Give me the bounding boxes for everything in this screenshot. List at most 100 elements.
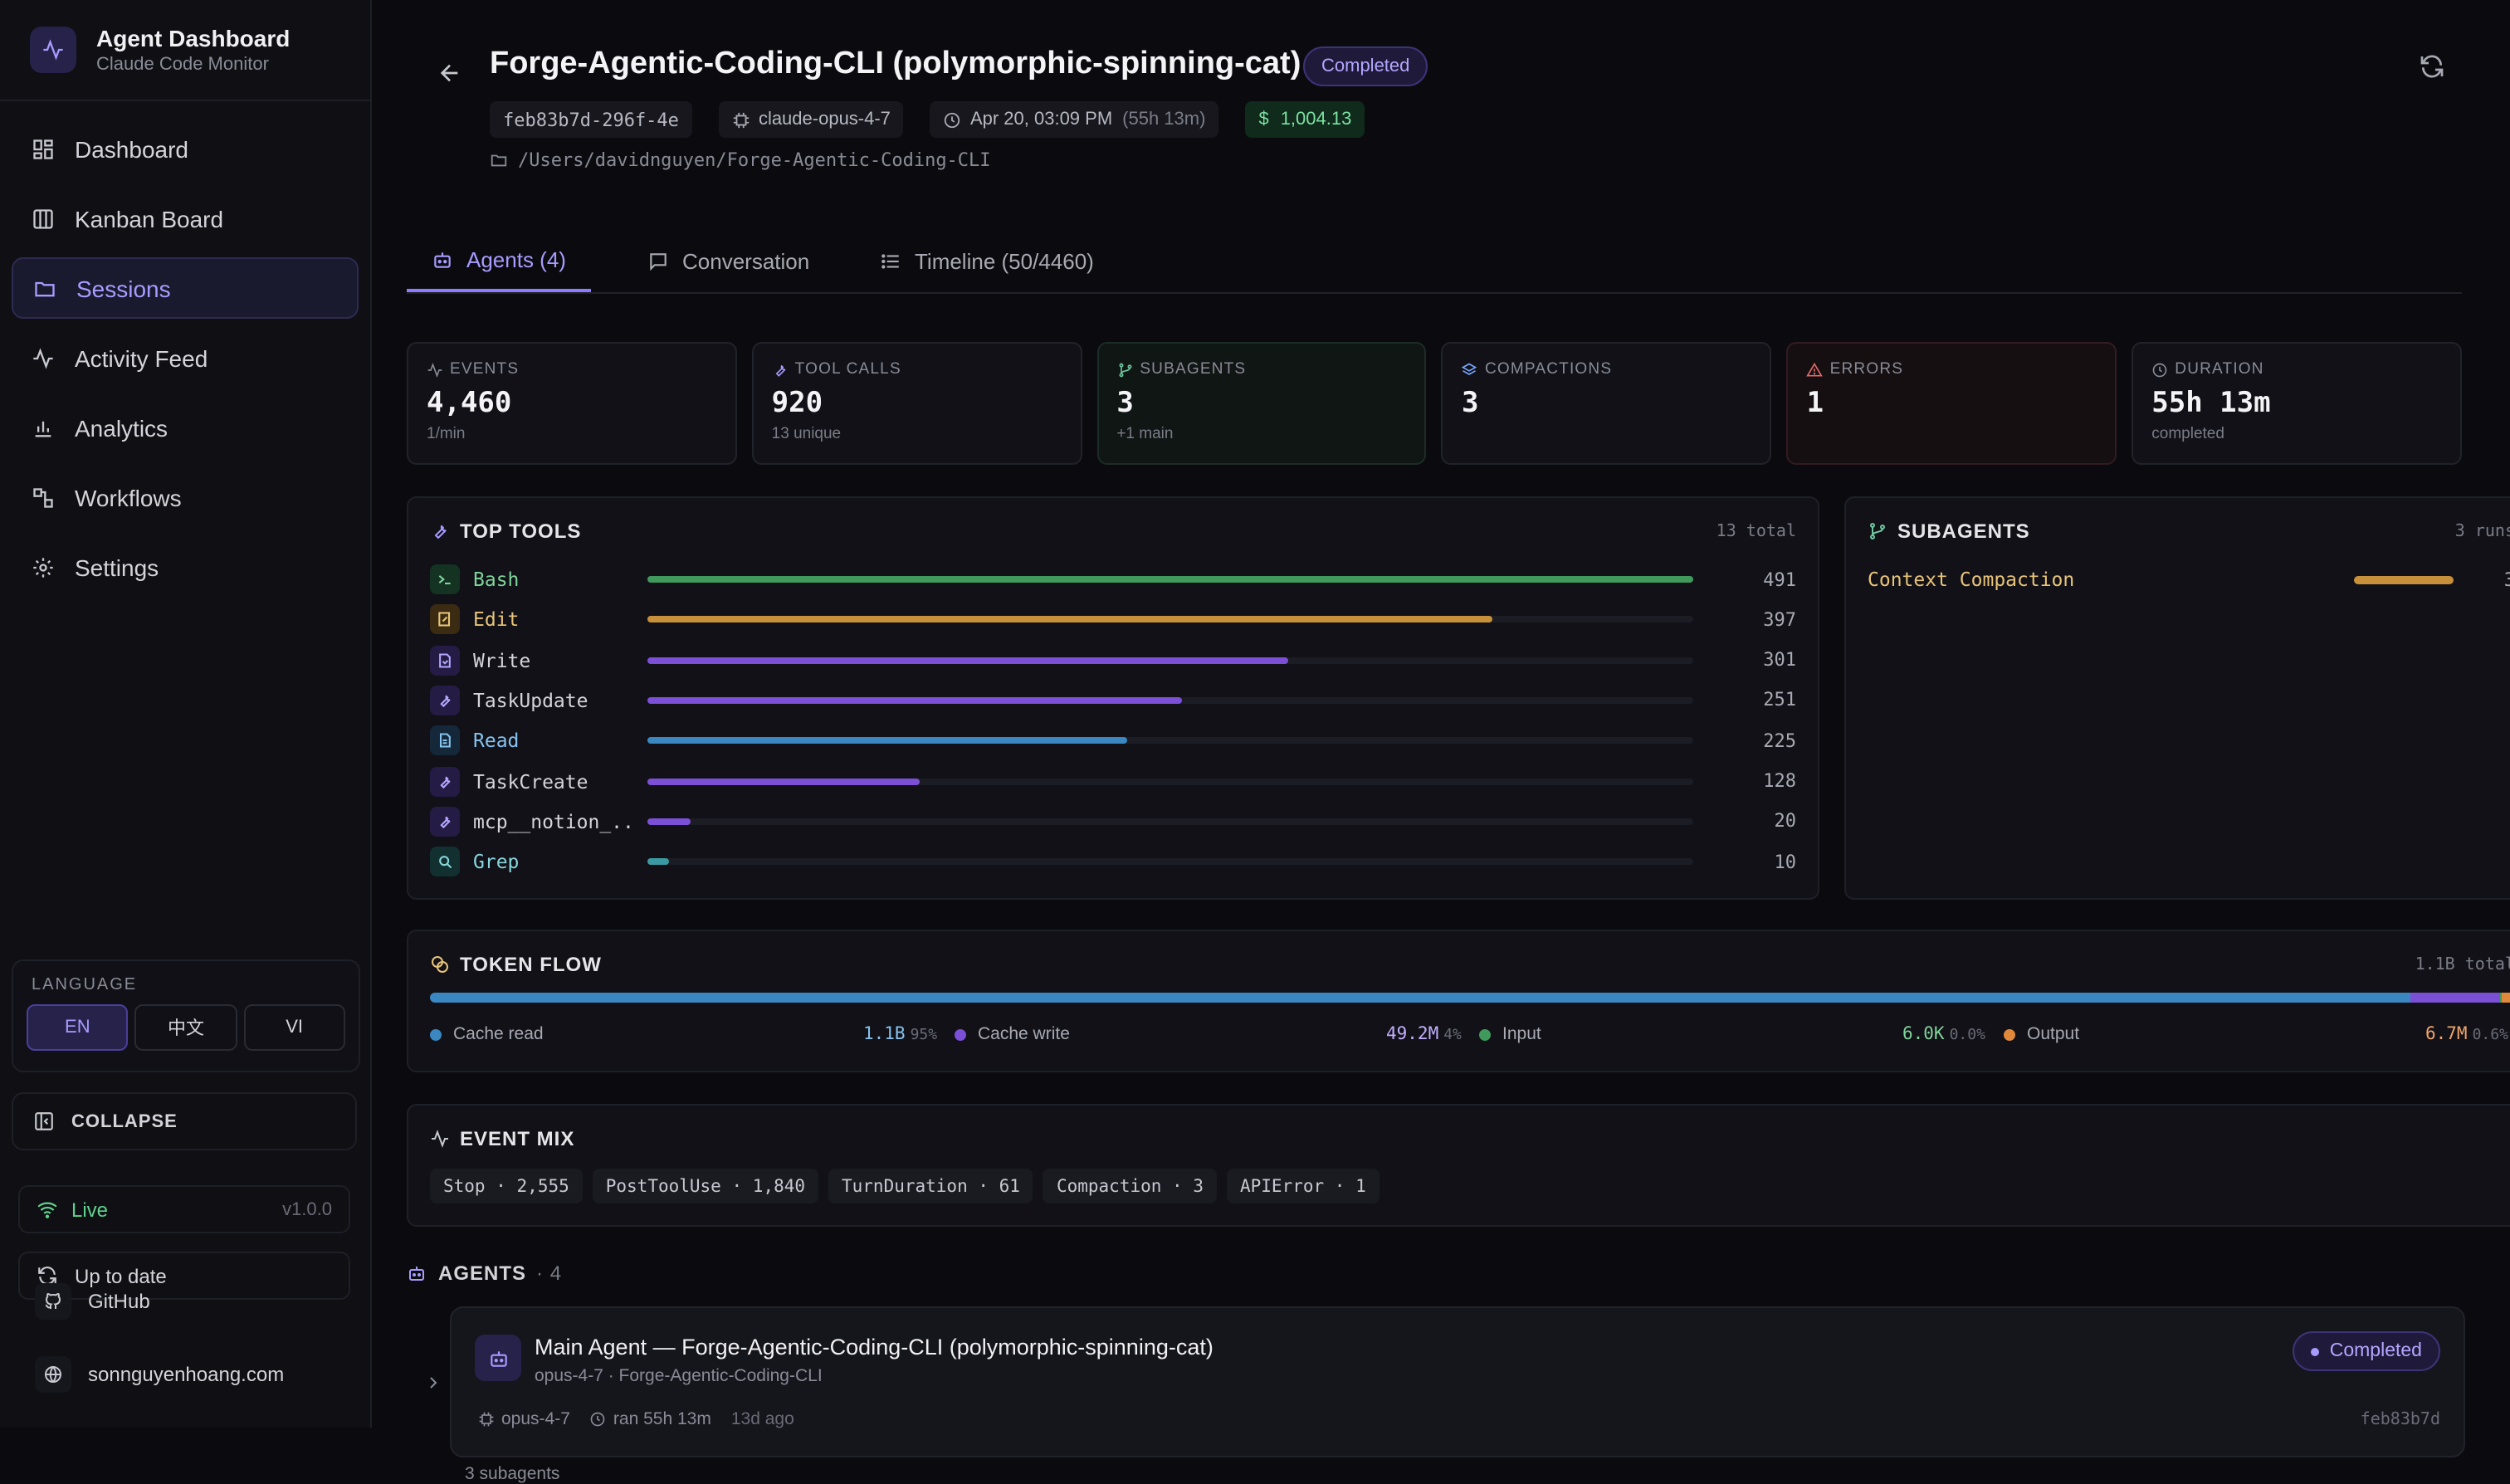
- subagent-count: 3: [2504, 569, 2510, 590]
- collapse-button[interactable]: COLLAPSE: [12, 1092, 357, 1150]
- tool-row-taskupdate[interactable]: TaskUpdate 251: [430, 685, 1796, 715]
- back-button[interactable]: [437, 60, 463, 95]
- legend-number: 49.2M: [1386, 1024, 1439, 1044]
- globe-icon: [35, 1356, 71, 1393]
- tool-row-taskcreate[interactable]: TaskCreate 128: [430, 766, 1796, 796]
- event-name: PostToolUse: [605, 1176, 721, 1196]
- arrow-left-icon: [440, 64, 458, 82]
- tool-name: TaskCreate: [473, 769, 588, 793]
- legend-value: 49.2M 4%: [1386, 1024, 1462, 1044]
- sidebar-item-settings[interactable]: Settings: [12, 536, 359, 598]
- clock-icon: [591, 1412, 606, 1427]
- write-icon: [430, 645, 460, 676]
- sidebar-nav: Dashboard Kanban Board Sessions Activity…: [0, 101, 370, 622]
- tool-row-read[interactable]: Read 225: [430, 725, 1796, 756]
- language-en-button[interactable]: EN: [27, 1004, 129, 1051]
- subagents-count-link[interactable]: 3 subagents: [465, 1464, 560, 1484]
- sidebar-item-analytics[interactable]: Analytics: [12, 397, 359, 458]
- activity-icon: [427, 361, 442, 378]
- wifi-icon: [37, 1202, 57, 1218]
- expand-agent-button[interactable]: [423, 1371, 443, 1401]
- tool-row-write[interactable]: Write 301: [430, 645, 1796, 676]
- refresh-button[interactable]: [2419, 53, 2445, 88]
- tool-count: 225: [1763, 730, 1796, 752]
- sidebar-item-activity-feed[interactable]: Activity Feed: [12, 327, 359, 388]
- update-status-button[interactable]: Up to date: [18, 1252, 350, 1300]
- legend-number: 6.7M: [2425, 1024, 2468, 1044]
- language-selector: LANGUAGE EN 中文 VI: [12, 959, 360, 1072]
- sidebar-item-label: Workflows: [75, 484, 182, 510]
- tool-count: 10: [1774, 851, 1797, 873]
- alert-icon: [1806, 361, 1824, 376]
- agents-title: AGENTS: [438, 1262, 527, 1285]
- tab-agents[interactable]: Agents (4): [407, 231, 591, 292]
- stat-value: 55h 13m: [2151, 387, 2271, 420]
- tab-timeline[interactable]: Timeline (50/4460): [880, 231, 1094, 290]
- token-segment-cache-read: [430, 993, 2410, 1003]
- brand-title: Agent Dashboard: [96, 25, 291, 51]
- chevron-right-icon: [430, 1377, 437, 1389]
- cost-chip: $ 1,004.13: [1245, 101, 1365, 138]
- branch-icon: [1118, 362, 1131, 377]
- session-meta: feb83b7d-296f-4e claude-opus-4-7 Apr 20,…: [490, 101, 1365, 138]
- language-vi-button[interactable]: VI: [243, 1004, 345, 1051]
- tool-row-grep[interactable]: Grep 10: [430, 847, 1797, 877]
- stat-errors: ERRORS 1: [1786, 342, 2117, 465]
- agent-status: Completed: [2329, 1341, 2422, 1361]
- event-count: 61: [999, 1176, 1020, 1196]
- stat-compactions: COMPACTIONS 3: [1441, 342, 1772, 465]
- tab-label: Timeline (50/4460): [915, 248, 1094, 273]
- wrench-icon: [775, 364, 786, 376]
- refresh-icon: [2420, 55, 2444, 78]
- live-label: Live: [71, 1198, 109, 1221]
- tool-row-bash[interactable]: Bash 491: [430, 564, 1796, 594]
- event-chip-apierror: APIError · 1: [1227, 1169, 1380, 1203]
- bot-icon: [434, 252, 451, 268]
- subagent-row[interactable]: Context Compaction 3: [1868, 564, 2510, 594]
- event-count: 1: [1355, 1176, 1366, 1196]
- panel-title: TOKEN FLOW: [460, 953, 602, 976]
- language-zh-button[interactable]: 中文: [134, 1004, 237, 1051]
- branch-icon: [1870, 523, 1885, 539]
- event-chip-turnduration: TurnDuration · 61: [828, 1169, 1033, 1203]
- session-id-chip[interactable]: feb83b7d-296f-4e: [490, 101, 692, 138]
- sidebar-item-kanban[interactable]: Kanban Board: [12, 188, 359, 249]
- model-chip: claude-opus-4-7: [718, 101, 904, 138]
- tool-bar-track: [647, 576, 1693, 583]
- legend-cache-write: Cache write: [955, 1024, 1070, 1044]
- panel-title: EVENT MIX: [460, 1127, 575, 1150]
- version-label: v1.0.0: [282, 1199, 332, 1219]
- sidebar-item-dashboard[interactable]: Dashboard: [12, 118, 359, 179]
- website-link[interactable]: sonnguyenhoang.com: [35, 1356, 284, 1393]
- tool-bar-fill: [647, 616, 1493, 623]
- top-tools-panel: TOP TOOLS 13 total Bash 491 Edit 397 Write 30…: [407, 496, 1819, 900]
- language-label: LANGUAGE: [32, 976, 138, 994]
- dollar-icon: $: [1258, 110, 1269, 129]
- sidebar-item-workflows[interactable]: Workflows: [12, 466, 359, 528]
- wrench-icon: [434, 525, 447, 539]
- main-agent-card[interactable]: Main Agent — Forge-Agentic-Coding-CLI (p…: [450, 1306, 2465, 1457]
- tool-row-edit[interactable]: Edit 397: [430, 604, 1796, 635]
- agent-title: Main Agent — Forge-Agentic-Coding-CLI (p…: [535, 1335, 1213, 1360]
- event-chip-stop: Stop · 2,555: [430, 1169, 583, 1203]
- tool-bar-fill: [647, 818, 691, 825]
- tool-row-mcp-notion[interactable]: mcp__notion_... 20: [430, 806, 1796, 837]
- legend-label: Cache write: [978, 1024, 1070, 1044]
- tool-bar-track: [647, 778, 1693, 784]
- tab-label: Conversation: [682, 248, 810, 273]
- cost-value: 1,004.13: [1280, 110, 1352, 129]
- stat-label: SUBAGENTS: [1140, 360, 1247, 378]
- website-label: sonnguyenhoang.com: [88, 1363, 285, 1386]
- event-name: Compaction: [1056, 1176, 1162, 1196]
- tab-conversation[interactable]: Conversation: [647, 231, 809, 290]
- tool-bar-track: [647, 858, 1693, 866]
- legend-value: 6.7M 0.6%: [2425, 1024, 2508, 1044]
- brand-subtitle: Claude Code Monitor: [96, 55, 269, 75]
- sidebar-item-sessions[interactable]: Sessions: [12, 257, 359, 319]
- coins-icon: [432, 956, 448, 973]
- wrench-icon: [430, 806, 460, 837]
- legend-pct: 95%: [910, 1028, 938, 1044]
- tool-count: 301: [1763, 649, 1796, 671]
- github-link[interactable]: GitHub: [35, 1283, 150, 1320]
- tool-count: 491: [1763, 569, 1796, 590]
